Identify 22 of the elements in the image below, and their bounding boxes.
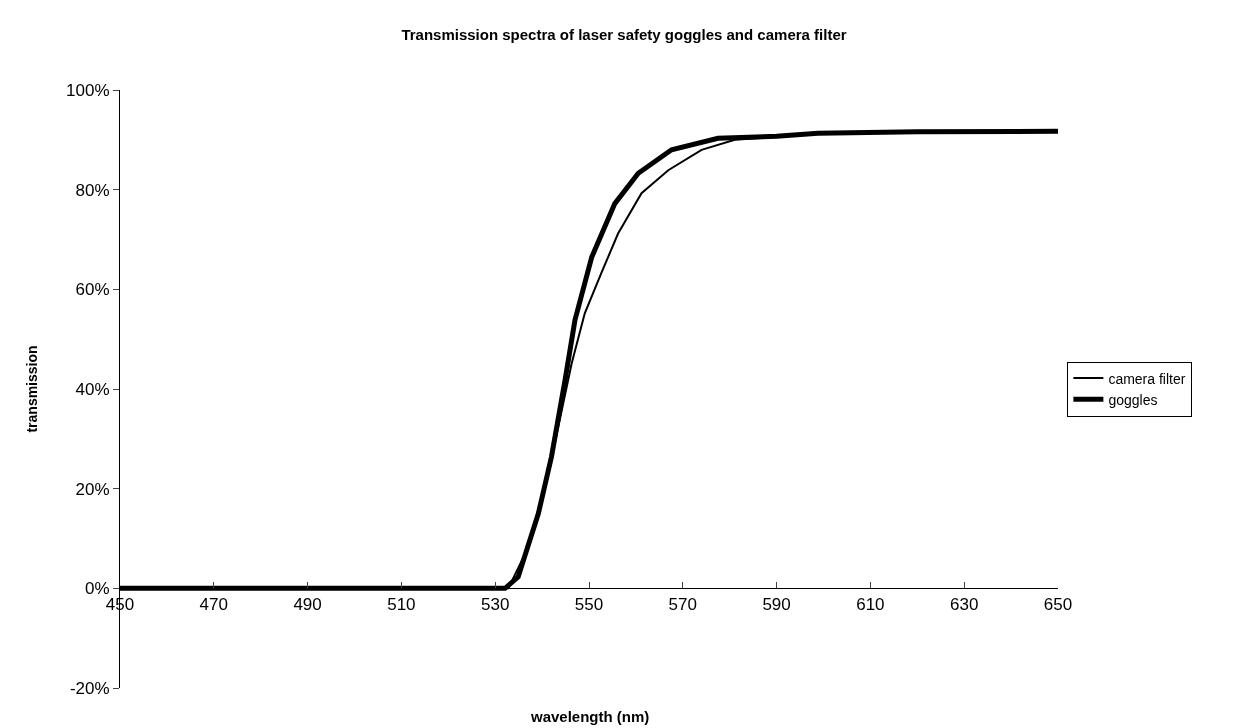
- legend-label: camera filter: [1108, 370, 1186, 387]
- x-tick-label: 470: [199, 594, 228, 614]
- legend-label: goggles: [1108, 391, 1158, 408]
- x-tick-label: 570: [668, 594, 697, 614]
- y-axis-title: transmission: [23, 345, 40, 433]
- x-tick-label: 650: [1043, 594, 1073, 614]
- x-axis-title: wavelength (nm): [530, 708, 650, 725]
- y-tick-label: 0%: [85, 579, 110, 599]
- chart-title: Transmission spectra of laser safety goggles and camera filter: [401, 25, 847, 43]
- y-tick-label: -20%: [69, 678, 110, 698]
- x-tick-label: 630: [950, 594, 979, 614]
- y-tick-label: 100%: [66, 80, 110, 100]
- x-tick-label: 610: [856, 594, 885, 614]
- y-tick-label: 20%: [75, 479, 110, 499]
- y-tick-label: 80%: [75, 180, 110, 200]
- x-tick-label: 510: [387, 594, 416, 614]
- x-tick-label: 590: [762, 594, 791, 614]
- y-tick-label: 60%: [75, 280, 110, 300]
- y-tick-label: 40%: [75, 379, 110, 399]
- x-tick-label: 550: [574, 594, 604, 614]
- x-tick-label: 490: [293, 594, 322, 614]
- x-tick-label: 530: [481, 594, 510, 614]
